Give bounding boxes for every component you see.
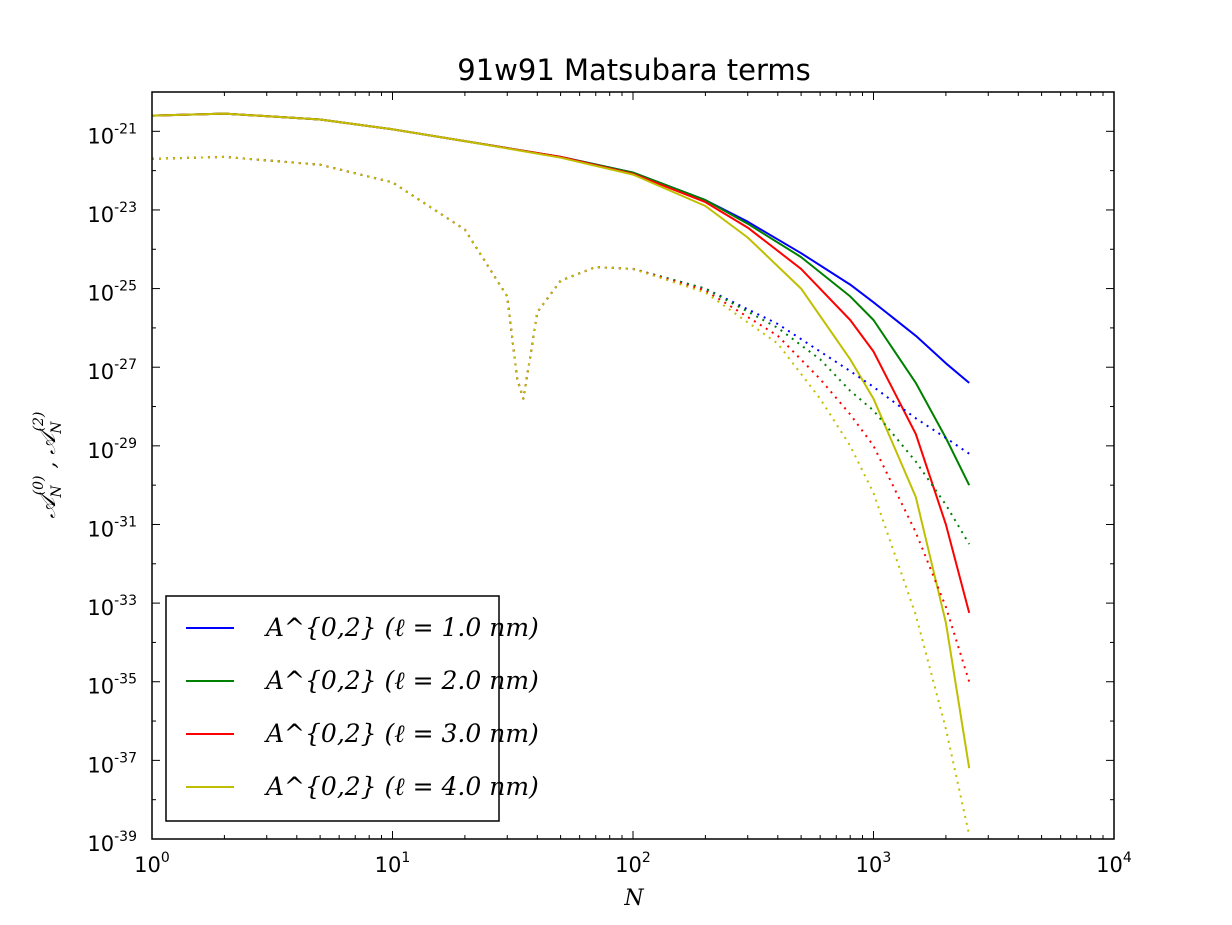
y-tick-base: 10 — [87, 124, 114, 148]
y-tick-label: 10-23 — [87, 200, 137, 227]
x-tick-exp: 3 — [882, 850, 891, 866]
y-tick-exp: -37 — [114, 750, 137, 766]
y-tick-base: 10 — [87, 832, 114, 856]
y-tick-label: 10-39 — [87, 829, 137, 856]
y-tick-exp: -27 — [114, 357, 137, 373]
x-tick-label: 103 — [856, 850, 892, 877]
x-tick-base: 10 — [134, 853, 161, 877]
y-tick-base: 10 — [87, 753, 114, 777]
y-tick-label: 10-27 — [87, 357, 137, 384]
x-tick-label: 104 — [1096, 850, 1132, 877]
y-tick-exp: -21 — [114, 121, 137, 137]
y-tick-exp: -33 — [114, 593, 137, 609]
legend-label: A^{0,2} (ℓ = 1.0 nm) — [264, 613, 539, 642]
x-tick-exp: 0 — [161, 850, 170, 866]
x-tick-base: 10 — [375, 853, 402, 877]
x-tick-base: 10 — [615, 853, 642, 877]
y-tick-label: 10-29 — [87, 436, 137, 463]
y-tick-label: 10-37 — [87, 750, 137, 777]
ticks-layer: 100 101 102 103 10410-2110-2310-2510-2710-29… — [87, 91, 1132, 877]
series-line-a2-ell-1 — [151, 155, 970, 455]
y-tick-base: 10 — [87, 517, 114, 541]
x-tick-base: 10 — [1096, 853, 1123, 877]
y-axis-label-a0-sub: N — [49, 485, 65, 499]
y-tick-exp: -23 — [114, 200, 137, 216]
y-axis-label: 𝒜N(0) , 𝒜N(2) — [31, 412, 65, 519]
x-axis-label: N — [623, 886, 644, 911]
y-tick-label: 10-35 — [87, 672, 137, 699]
y-tick-base: 10 — [87, 596, 114, 620]
y-axis-label-sep: , — [36, 455, 61, 476]
x-tick-exp: 4 — [1123, 850, 1132, 866]
y-axis-label-a0-sup: (0) — [31, 475, 47, 495]
y-tick-base: 10 — [87, 439, 114, 463]
x-tick-exp: 2 — [642, 850, 651, 866]
x-tick-base: 10 — [856, 853, 883, 877]
series-line-a2-ell-3 — [151, 155, 971, 682]
x-tick-label: 101 — [375, 850, 411, 877]
series-line-a0-ell-4 — [151, 112, 971, 769]
y-tick-label: 10-33 — [87, 593, 137, 620]
y-tick-label: 10-31 — [87, 514, 137, 541]
y-tick-base: 10 — [87, 360, 114, 384]
y-axis-label-a2-sup: (2) — [31, 412, 47, 432]
x-tick-exp: 1 — [401, 850, 410, 866]
legend-box — [165, 595, 500, 822]
y-tick-exp: -29 — [114, 436, 137, 452]
x-tick-label: 100 — [134, 850, 170, 877]
y-tick-exp: -25 — [114, 279, 137, 295]
legend: A^{0,2} (ℓ = 1.0 nm) A^{0,2} (ℓ = 2.0 nm)… — [165, 595, 539, 822]
series-line-a2-ell-2 — [151, 155, 971, 545]
y-tick-exp: -31 — [114, 514, 137, 530]
y-tick-exp: -35 — [114, 672, 137, 688]
legend-label: A^{0,2} (ℓ = 2.0 nm) — [264, 666, 539, 695]
series-layer — [151, 112, 971, 836]
y-axis-label-text: 𝒜N(0) , 𝒜N(2) — [31, 412, 65, 519]
y-tick-base: 10 — [87, 675, 114, 699]
y-tick-exp: -39 — [114, 829, 137, 845]
legend-label: A^{0,2} (ℓ = 4.0 nm) — [264, 772, 539, 801]
y-axis-label-a2-sub: N — [49, 421, 65, 435]
y-tick-label: 10-25 — [87, 279, 137, 306]
y-tick-label: 10-21 — [87, 121, 137, 148]
chart-title: 91w91 Matsubara terms — [457, 53, 810, 87]
x-tick-label: 102 — [615, 850, 651, 877]
y-tick-base: 10 — [87, 282, 114, 306]
legend-label: A^{0,2} (ℓ = 3.0 nm) — [264, 719, 539, 748]
y-tick-base: 10 — [87, 203, 114, 227]
